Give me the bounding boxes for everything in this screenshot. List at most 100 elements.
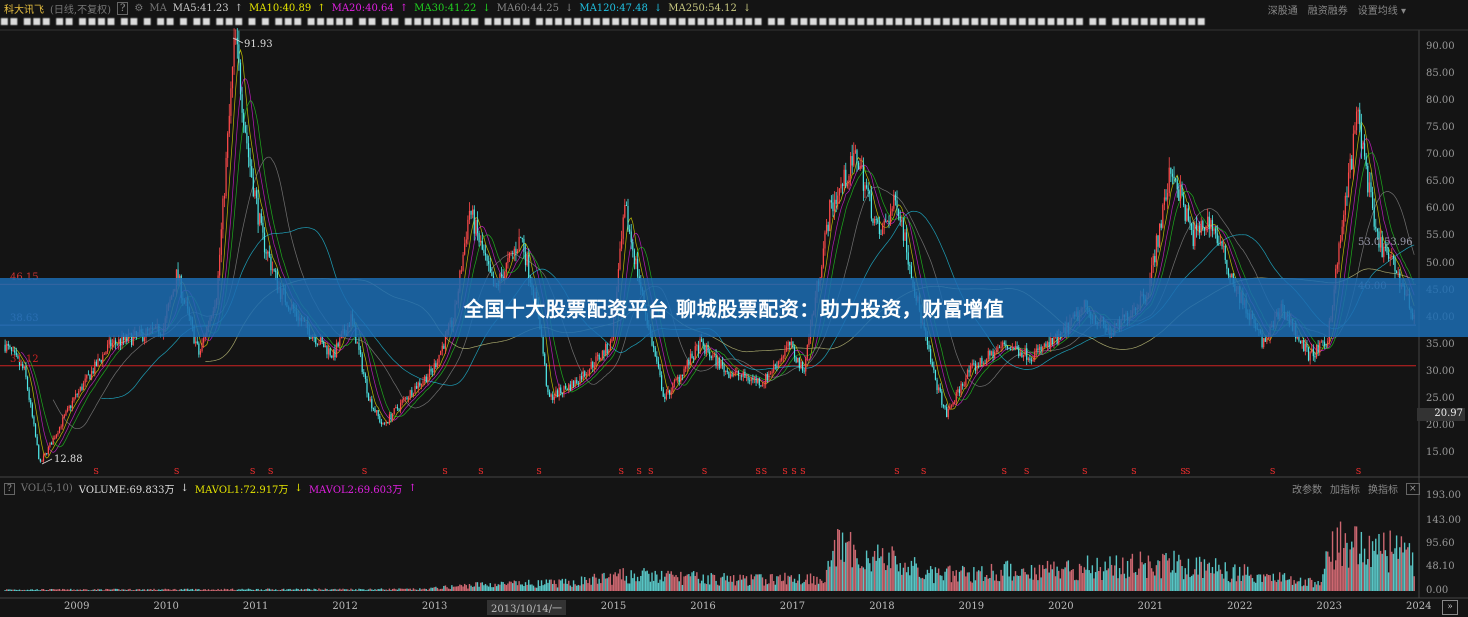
- ma-value: MA60:44.25: [496, 2, 559, 14]
- candle-body: [106, 344, 109, 352]
- candle-body: [1263, 338, 1265, 348]
- candle-body: [633, 250, 636, 265]
- candle-body: [267, 251, 269, 254]
- volume-bar: [66, 589, 69, 591]
- volume-bar: [403, 588, 405, 591]
- candle-body: [572, 381, 575, 387]
- candle-body: [403, 398, 405, 401]
- link-margin[interactable]: 融资融券: [1307, 6, 1348, 17]
- candle-body: [337, 343, 339, 347]
- volume-bar: [1253, 581, 1255, 591]
- volume-bar: [584, 577, 586, 591]
- candle-body: [1192, 229, 1194, 247]
- candle-body: [683, 368, 685, 377]
- volume-bar: [1258, 574, 1260, 591]
- candle-body: [685, 366, 687, 369]
- candle-body: [1154, 256, 1156, 263]
- volume-tick: 143.00: [1426, 514, 1461, 526]
- volume-bar: [901, 574, 903, 591]
- link-shgt[interactable]: 深股通: [1267, 6, 1298, 17]
- volume-bar: [1288, 579, 1291, 591]
- arrow-down-icon: ↓: [180, 483, 189, 494]
- volume-bar: [38, 590, 40, 591]
- volume-bar: [177, 590, 179, 591]
- volume-bar: [809, 573, 812, 591]
- volume-bar: [1413, 576, 1415, 591]
- candle-body: [553, 396, 555, 400]
- edit-params-button[interactable]: 改参数: [1292, 485, 1322, 496]
- candle-body: [1261, 333, 1263, 348]
- volume-bar: [1110, 564, 1113, 591]
- volume-bar: [758, 574, 760, 591]
- volume-bar: [1086, 555, 1089, 591]
- candle-body: [584, 371, 586, 376]
- candle-body: [627, 205, 629, 230]
- candle-body: [994, 352, 996, 359]
- volume-bar: [505, 585, 508, 591]
- scroll-right-button[interactable]: »: [1442, 600, 1458, 615]
- candle-body: [409, 390, 411, 398]
- year-tick: 2009: [64, 601, 90, 612]
- volume-bar: [1307, 578, 1310, 591]
- volume-bar: [510, 581, 512, 591]
- candle-body: [632, 242, 634, 251]
- volume-bar: [391, 588, 394, 591]
- volume-bar: [1194, 569, 1196, 591]
- volume-bar: [742, 575, 744, 591]
- candle-body: [853, 152, 855, 166]
- change-indicator-button[interactable]: 换指标: [1368, 485, 1398, 496]
- volume-bar: [606, 578, 608, 591]
- volume-bar: [487, 586, 490, 591]
- candle-body: [102, 354, 104, 362]
- link-set-ma[interactable]: 设置均线 ▾: [1357, 6, 1406, 17]
- candle-body: [902, 220, 905, 241]
- candle-body: [1231, 273, 1233, 278]
- year-tick: 2010: [153, 601, 179, 612]
- volume-bar: [640, 575, 642, 591]
- help-button[interactable]: ?: [116, 1, 129, 15]
- signal-marker: S: [1356, 467, 1361, 476]
- volume-bar: [534, 587, 536, 591]
- volume-help-button[interactable]: ?: [4, 482, 15, 495]
- candle-body: [331, 355, 333, 358]
- volume-bar: [113, 588, 115, 591]
- volume-bar: [684, 575, 687, 591]
- signal-marker: S: [478, 467, 483, 476]
- candle-body: [587, 373, 589, 375]
- volume-bar: [588, 578, 591, 591]
- volume-bar: [231, 588, 234, 591]
- volume-bar: [1363, 548, 1366, 591]
- candle-body: [1365, 156, 1367, 166]
- volume-bar: [1077, 580, 1079, 591]
- candle-body: [829, 200, 831, 232]
- volume-bar: [39, 590, 42, 591]
- gear-icon[interactable]: ⚙: [134, 2, 144, 14]
- close-icon[interactable]: ×: [1406, 482, 1420, 495]
- volume-bar: [366, 589, 368, 591]
- candle-body: [592, 362, 594, 368]
- add-indicator-button[interactable]: 加指标: [1330, 485, 1360, 496]
- candle-body: [701, 339, 703, 342]
- candle-body: [681, 374, 684, 377]
- candle-body: [58, 426, 61, 434]
- ad-banner[interactable]: 全国十大股票配资平台 聊城股票配资：助力投资，财富增值: [0, 278, 1468, 337]
- volume-bar: [1262, 574, 1265, 591]
- candle-body: [1325, 345, 1327, 347]
- candle-body: [364, 373, 366, 379]
- candle-body: [1314, 356, 1316, 358]
- candle-body: [384, 422, 386, 424]
- price-tick: 25.00: [1426, 392, 1455, 404]
- volume-bar: [377, 589, 379, 591]
- volume-bar: [1189, 577, 1191, 591]
- candle-body: [962, 383, 964, 386]
- volume-bar: [957, 581, 959, 591]
- volume-bar: [1219, 569, 1222, 591]
- volume-bar: [598, 578, 600, 591]
- candle-body: [1151, 265, 1153, 279]
- volume-bar: [399, 588, 402, 591]
- candle-body: [505, 262, 507, 273]
- volume-bar: [259, 590, 261, 591]
- candle-body: [688, 360, 690, 365]
- candle-body: [468, 210, 471, 220]
- volume-bar: [283, 588, 285, 591]
